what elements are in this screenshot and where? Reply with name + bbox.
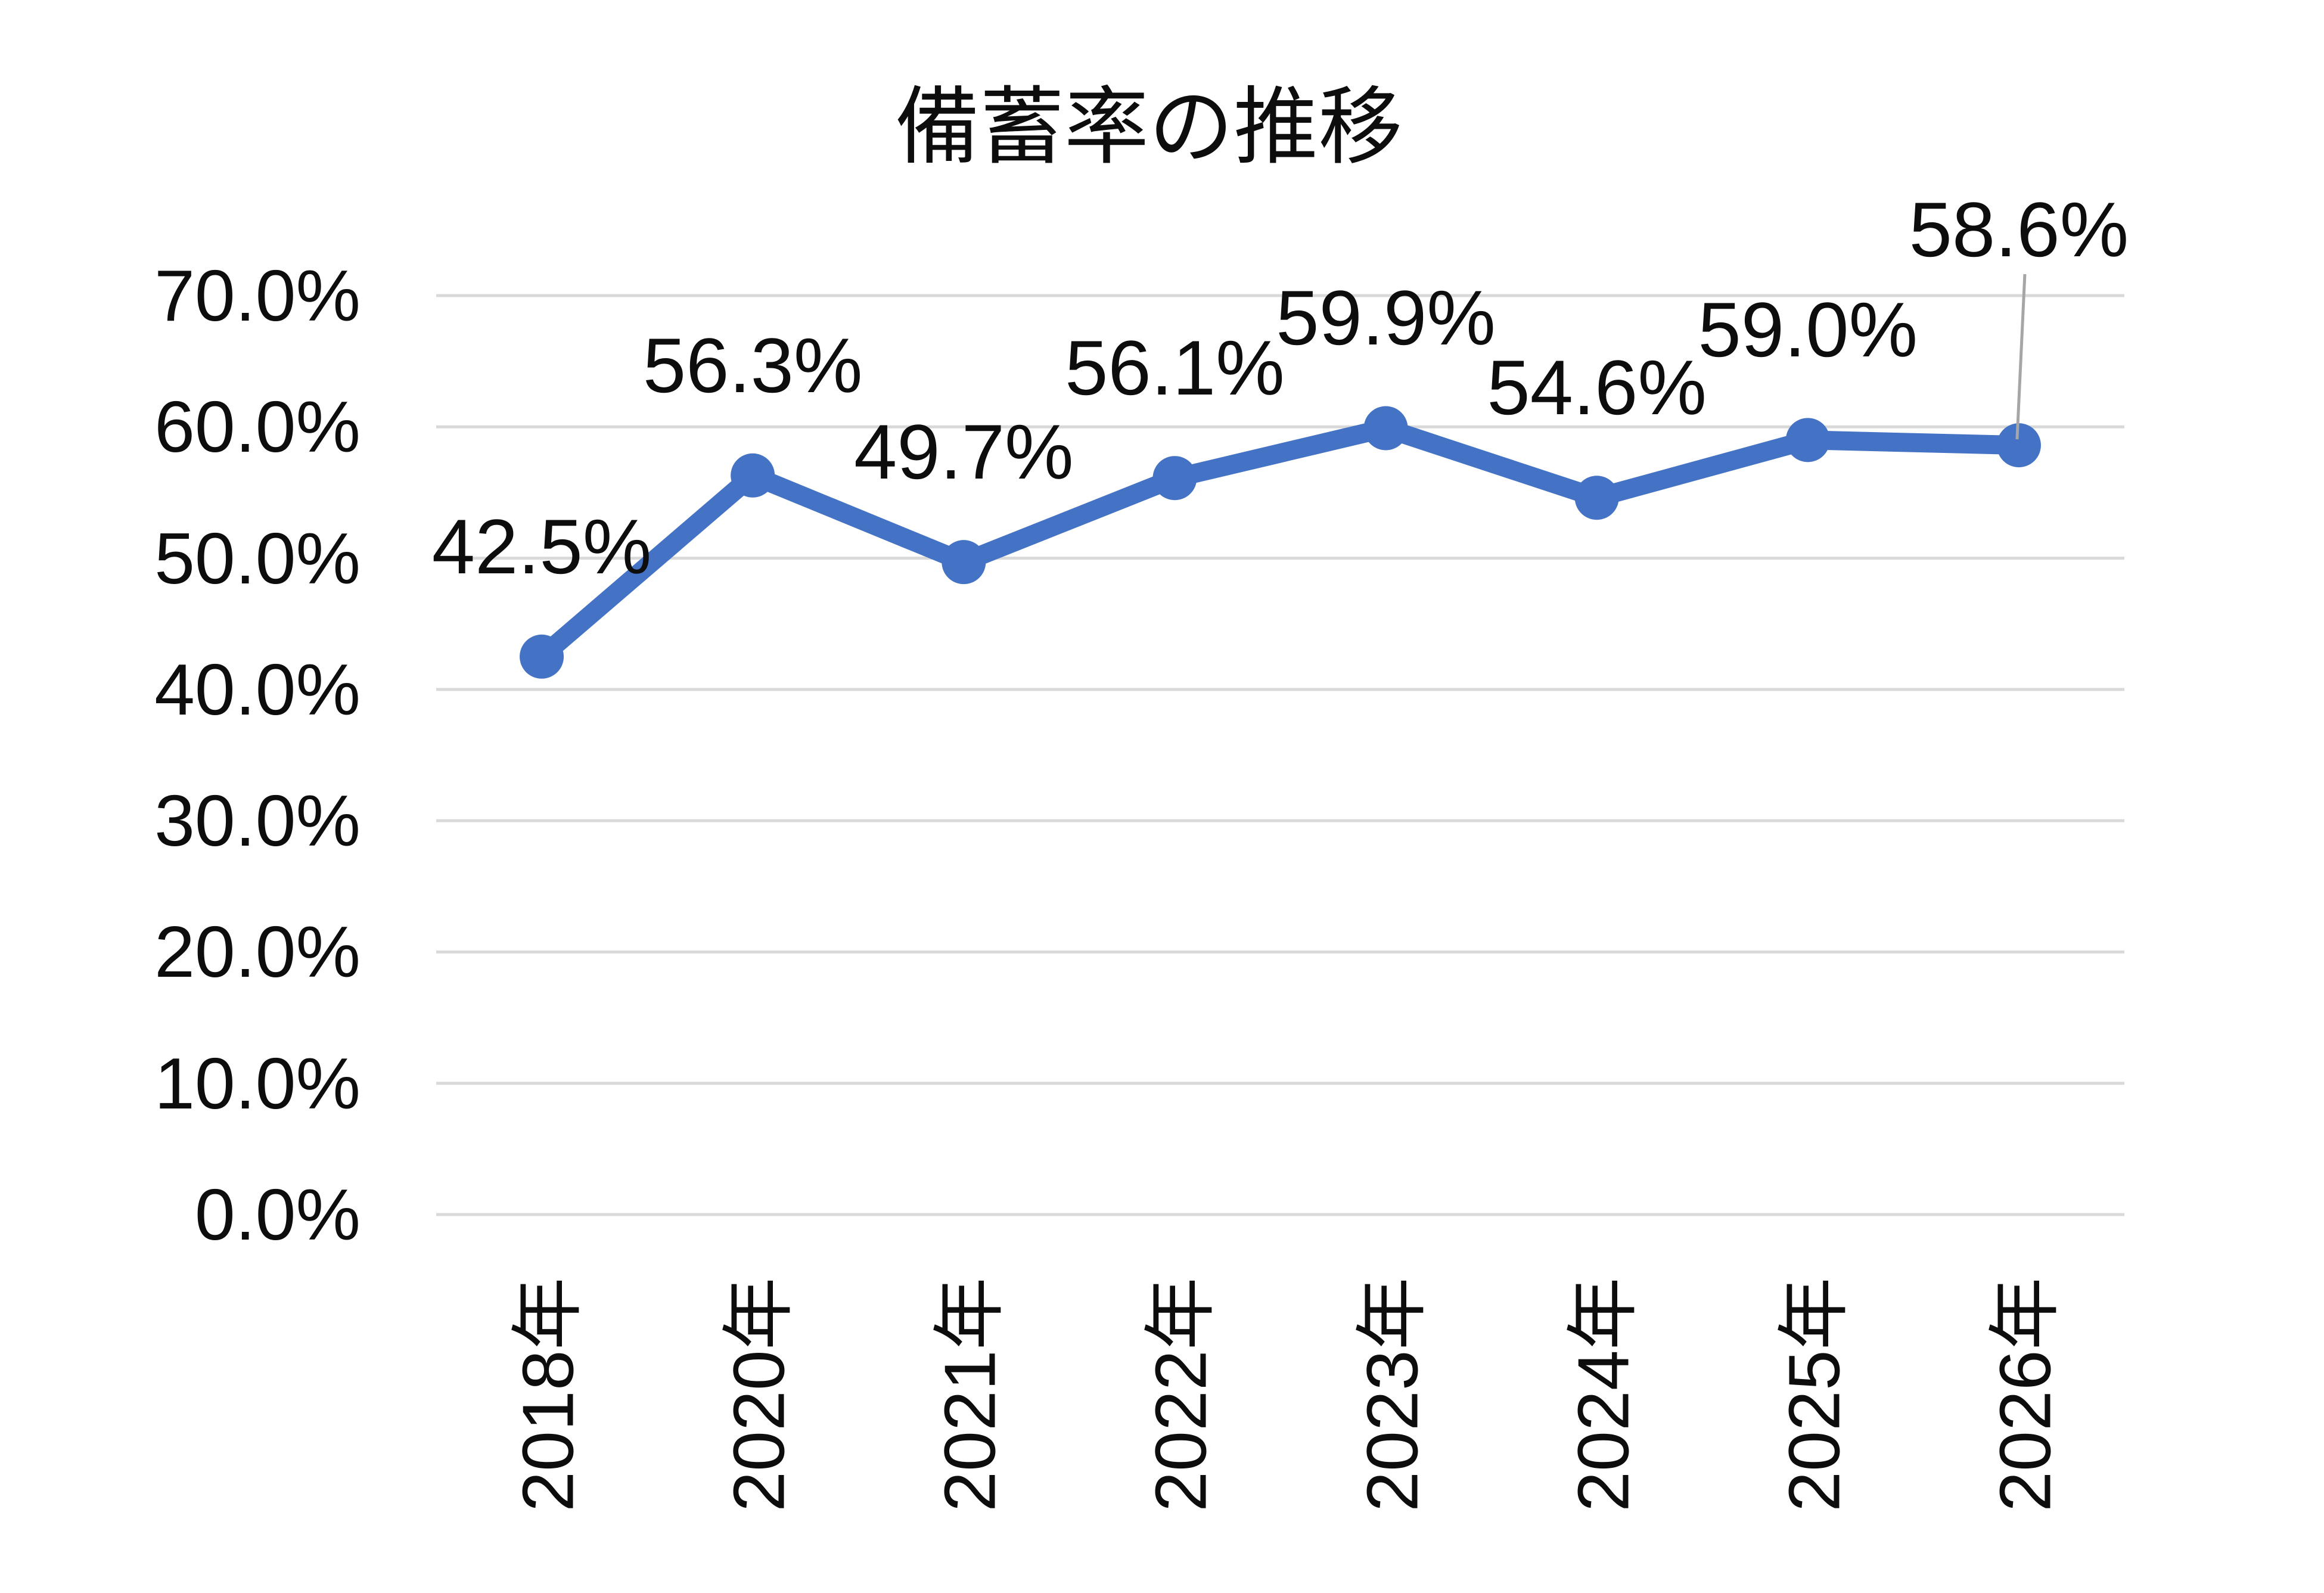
data-label: 59.0% <box>1698 286 1918 374</box>
data-point-marker <box>520 634 564 679</box>
data-point-marker <box>1785 418 1830 462</box>
data-label: 42.5% <box>431 502 652 590</box>
y-tick-label: 40.0% <box>154 648 361 730</box>
x-tick-label: 2023年 <box>1351 1277 1433 1512</box>
y-tick-label: 50.0% <box>154 517 361 599</box>
data-series <box>520 406 2041 679</box>
data-point-marker <box>1152 456 1197 501</box>
x-tick-label: 2024年 <box>1562 1277 1644 1512</box>
data-point-marker <box>1574 476 1619 520</box>
x-tick-label: 2021年 <box>929 1277 1011 1512</box>
data-point-marker <box>942 540 986 585</box>
x-tick-label: 2018年 <box>507 1277 589 1512</box>
data-point-marker <box>1363 406 1408 451</box>
x-tick-label: 2026年 <box>1984 1277 2066 1512</box>
data-label: 56.3% <box>642 321 863 409</box>
y-tick-label: 60.0% <box>154 386 361 468</box>
series-line <box>532 418 2028 666</box>
y-tick-label: 10.0% <box>154 1042 361 1124</box>
x-tick-label: 2025年 <box>1773 1277 1855 1512</box>
data-label: 59.9% <box>1276 274 1496 362</box>
y-tick-label: 0.0% <box>194 1174 361 1255</box>
leader-lines <box>2015 274 2027 440</box>
data-label: 54.6% <box>1487 344 1707 431</box>
chart-title: 備蓄率の推移 <box>895 80 1403 175</box>
data-label: 56.1% <box>1065 324 1285 412</box>
x-tick-label: 2020年 <box>718 1277 800 1512</box>
data-point-marker <box>731 453 775 498</box>
y-tick-label: 70.0% <box>154 255 361 336</box>
data-label: 58.6% <box>1909 186 2129 273</box>
leader-line <box>2015 274 2027 440</box>
gridlines <box>436 294 2124 1216</box>
data-label: 49.7% <box>854 408 1074 496</box>
data-point-marker <box>1996 423 2041 468</box>
x-tick-label: 2022年 <box>1140 1277 1222 1512</box>
y-tick-label: 20.0% <box>154 911 361 993</box>
y-tick-label: 30.0% <box>154 780 361 862</box>
